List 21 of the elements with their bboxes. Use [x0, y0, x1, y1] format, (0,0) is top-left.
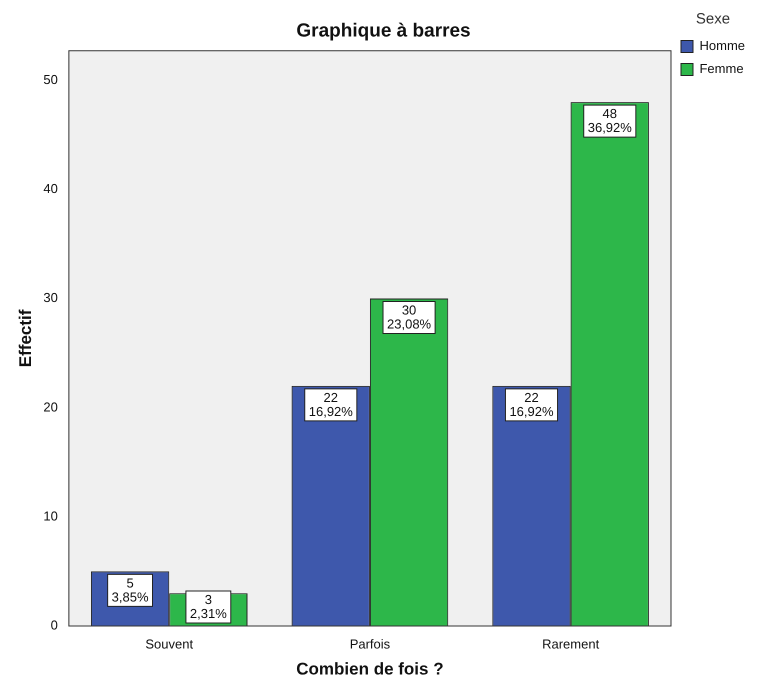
y-tick-label: 40	[43, 180, 58, 196]
data-label: 30 23,08%	[387, 302, 432, 332]
y-axis-title: Effectif	[16, 309, 35, 368]
x-tick-label: Souvent	[145, 636, 194, 652]
y-tick-label: 10	[43, 508, 58, 524]
data-label: 48 36,92%	[588, 106, 632, 136]
legend-label: Homme	[699, 38, 746, 54]
legend-title: Sexe	[696, 10, 730, 28]
y-tick-label: 20	[43, 399, 58, 414]
data-label: 22 16,92%	[308, 390, 354, 419]
data-label: 22 16,92%	[509, 390, 554, 419]
y-tick-label: 50	[43, 72, 58, 87]
chart-title: Graphique à barres	[296, 20, 471, 42]
legend-label: Femme	[699, 61, 744, 76]
y-tick-label: 30	[43, 290, 58, 306]
y-tick-label: 0	[50, 618, 58, 633]
data-label: 5 3,85%	[112, 576, 149, 605]
x-tick-label: Rarement	[542, 636, 600, 652]
x-axis-title: Combien de fois ?	[296, 659, 444, 678]
x-tick-label: Parfois	[350, 636, 391, 652]
data-label: 3 2,31%	[190, 592, 228, 622]
